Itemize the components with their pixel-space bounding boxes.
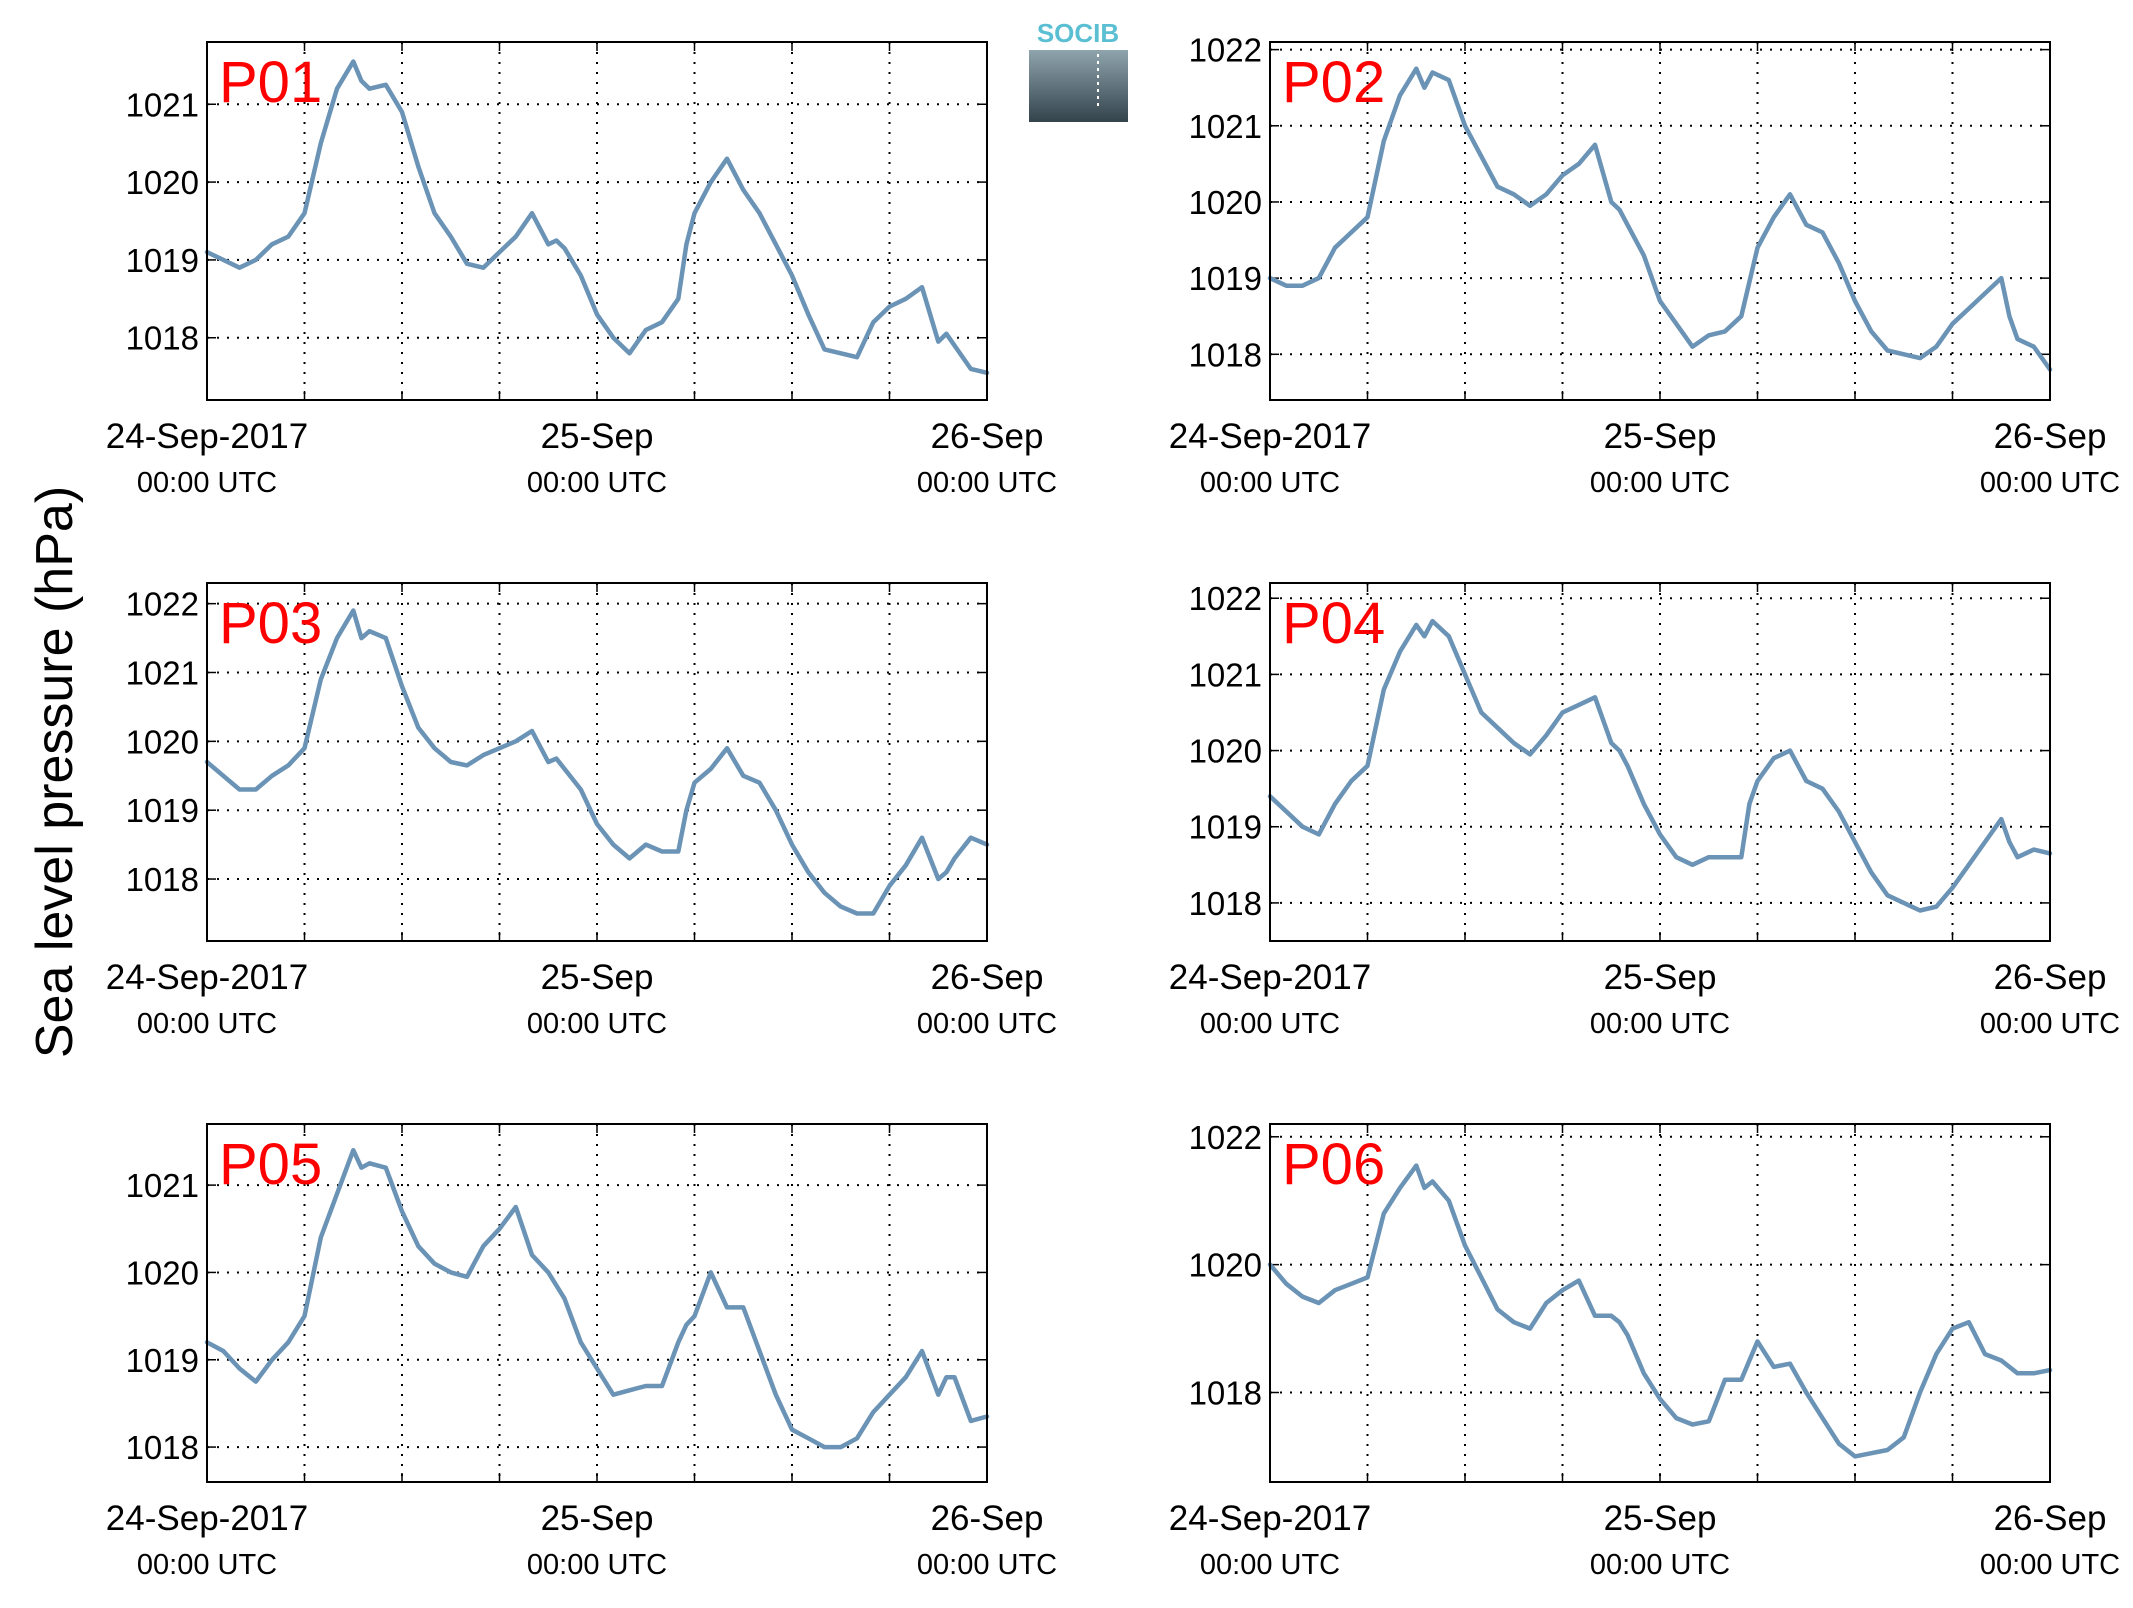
x-tick-label-time: 00:00 UTC <box>1980 1549 2120 1581</box>
x-tick-label-date: 24-Sep-2017 <box>1169 1499 1371 1538</box>
y-tick-label: 1022 <box>1189 1119 1262 1156</box>
panel-p06: 1018 1020 1022 P06 24-Sep-2017 00:00 UTC 25-Se… <box>1169 1119 2120 1581</box>
panel-label: P01 <box>219 50 322 115</box>
panel-label: P06 <box>1282 1132 1385 1197</box>
y-tick-label: 1020 <box>126 723 199 760</box>
logo-wordmark: SOCIB <box>1037 18 1119 48</box>
y-tick-label: 1021 <box>1189 656 1262 693</box>
y-tick-label: 1019 <box>126 792 199 829</box>
x-tick-label-time: 00:00 UTC <box>1200 1549 1340 1581</box>
y-tick-label: 1020 <box>1189 184 1262 221</box>
series-line-p02 <box>1267 66 2053 372</box>
x-tick-label-date: 24-Sep-2017 <box>106 417 308 456</box>
x-tick-label-date: 25-Sep <box>1604 958 1717 997</box>
series-line-p05 <box>204 1147 990 1450</box>
x-tick-label-time: 00:00 UTC <box>1200 467 1340 499</box>
y-tick-label: 1021 <box>126 86 199 123</box>
panel-p05: 1018 1019 1020 1021 P05 24-Sep-2017 00:00 UTC 2… <box>106 1123 1057 1581</box>
socib-logo: SOCIB <box>1029 18 1128 122</box>
x-tick-label-time: 00:00 UTC <box>1590 1549 1730 1581</box>
panel-p03: 1018 1019 1020 1021 1022 P03 24-Sep-2017 00:00 … <box>106 582 1057 1040</box>
x-tick-label-time: 00:00 UTC <box>1200 1008 1340 1040</box>
x-tick-label-time: 00:00 UTC <box>917 1008 1057 1040</box>
y-tick-label: 1018 <box>1189 336 1262 373</box>
x-tick-label-time: 00:00 UTC <box>527 1549 667 1581</box>
panel-label: P04 <box>1282 591 1385 656</box>
panel-p01: 1018 1019 1020 1021 P01 24-Sep-2017 00:00 UTC 2… <box>106 41 1057 499</box>
logo-gradient-block <box>1029 50 1128 122</box>
y-tick-label: 1018 <box>1189 1375 1262 1412</box>
x-tick-label-time: 00:00 UTC <box>1980 1008 2120 1040</box>
panel-label: P02 <box>1282 50 1385 115</box>
x-tick-label-date: 24-Sep-2017 <box>1169 417 1371 456</box>
plot-frame <box>206 1123 988 1483</box>
panel-p02: 1018 1019 1020 1021 1022 P02 24-Sep-2017 00:00 … <box>1169 32 2120 499</box>
y-tick-label: 1020 <box>126 1254 199 1291</box>
y-tick-label: 1018 <box>126 861 199 898</box>
x-tick-label-time: 00:00 UTC <box>917 467 1057 499</box>
x-tick-label-time: 00:00 UTC <box>137 1549 277 1581</box>
y-tick-label: 1022 <box>1189 580 1262 617</box>
x-tick-label-time: 00:00 UTC <box>527 1008 667 1040</box>
y-tick-label: 1019 <box>1189 260 1262 297</box>
x-tick-label-date: 25-Sep <box>1604 1499 1717 1538</box>
y-tick-label: 1020 <box>1189 1247 1262 1284</box>
y-tick-label: 1020 <box>126 164 199 201</box>
y-tick-label: 1018 <box>126 320 199 357</box>
y-tick-label: 1022 <box>1189 32 1262 69</box>
x-tick-label-date: 24-Sep-2017 <box>1169 958 1371 997</box>
plot-frame <box>1269 41 2051 401</box>
plot-frame <box>206 582 988 942</box>
y-tick-label: 1019 <box>126 1342 199 1379</box>
x-tick-label-date: 24-Sep-2017 <box>106 958 308 997</box>
x-tick-label-time: 00:00 UTC <box>527 467 667 499</box>
x-tick-label-date: 26-Sep <box>931 1499 1044 1538</box>
plot-frame <box>206 41 988 401</box>
x-tick-label-date: 26-Sep <box>931 958 1044 997</box>
y-tick-label: 1020 <box>1189 733 1262 770</box>
y-tick-label: 1022 <box>126 586 199 623</box>
x-tick-label-date: 25-Sep <box>541 1499 654 1538</box>
x-tick-label-date: 26-Sep <box>931 417 1044 456</box>
plot-frame <box>1269 1123 2051 1483</box>
y-tick-label: 1019 <box>126 242 199 279</box>
y-tick-label: 1018 <box>126 1429 199 1466</box>
x-tick-label-time: 00:00 UTC <box>1590 467 1730 499</box>
series-line-p04 <box>1267 618 2053 913</box>
panel-label: P05 <box>219 1132 322 1197</box>
y-tick-label: 1019 <box>1189 809 1262 846</box>
x-tick-label-date: 25-Sep <box>541 417 654 456</box>
panel-p04: 1018 1019 1020 1021 1022 P04 24-Sep-2017 00:00 … <box>1169 580 2120 1040</box>
y-tick-label: 1018 <box>1189 885 1262 922</box>
x-tick-label-time: 00:00 UTC <box>1590 1008 1730 1040</box>
y-tick-label: 1021 <box>126 655 199 692</box>
x-tick-label-time: 00:00 UTC <box>1980 467 2120 499</box>
y-tick-label: 1021 <box>126 1167 199 1204</box>
x-tick-label-date: 25-Sep <box>541 958 654 997</box>
x-tick-label-date: 26-Sep <box>1994 417 2107 456</box>
x-tick-label-date: 24-Sep-2017 <box>106 1499 308 1538</box>
x-tick-label-date: 25-Sep <box>1604 417 1717 456</box>
x-tick-label-time: 00:00 UTC <box>137 1008 277 1040</box>
x-tick-label-date: 26-Sep <box>1994 1499 2107 1538</box>
y-axis-title: Sea level pressure (hPa) <box>26 486 84 1058</box>
x-tick-label-time: 00:00 UTC <box>137 467 277 499</box>
y-tick-label: 1021 <box>1189 108 1262 145</box>
series-line-p01 <box>204 59 990 376</box>
series-line-p06 <box>1267 1163 2053 1459</box>
x-tick-label-time: 00:00 UTC <box>917 1549 1057 1581</box>
panel-label: P03 <box>219 591 322 656</box>
plot-frame <box>1269 582 2051 942</box>
panels: 1018 1019 1020 1021 P01 24-Sep-2017 00:00 UTC 2… <box>106 32 2120 1581</box>
series-line-p03 <box>204 608 990 916</box>
x-tick-label-date: 26-Sep <box>1994 958 2107 997</box>
